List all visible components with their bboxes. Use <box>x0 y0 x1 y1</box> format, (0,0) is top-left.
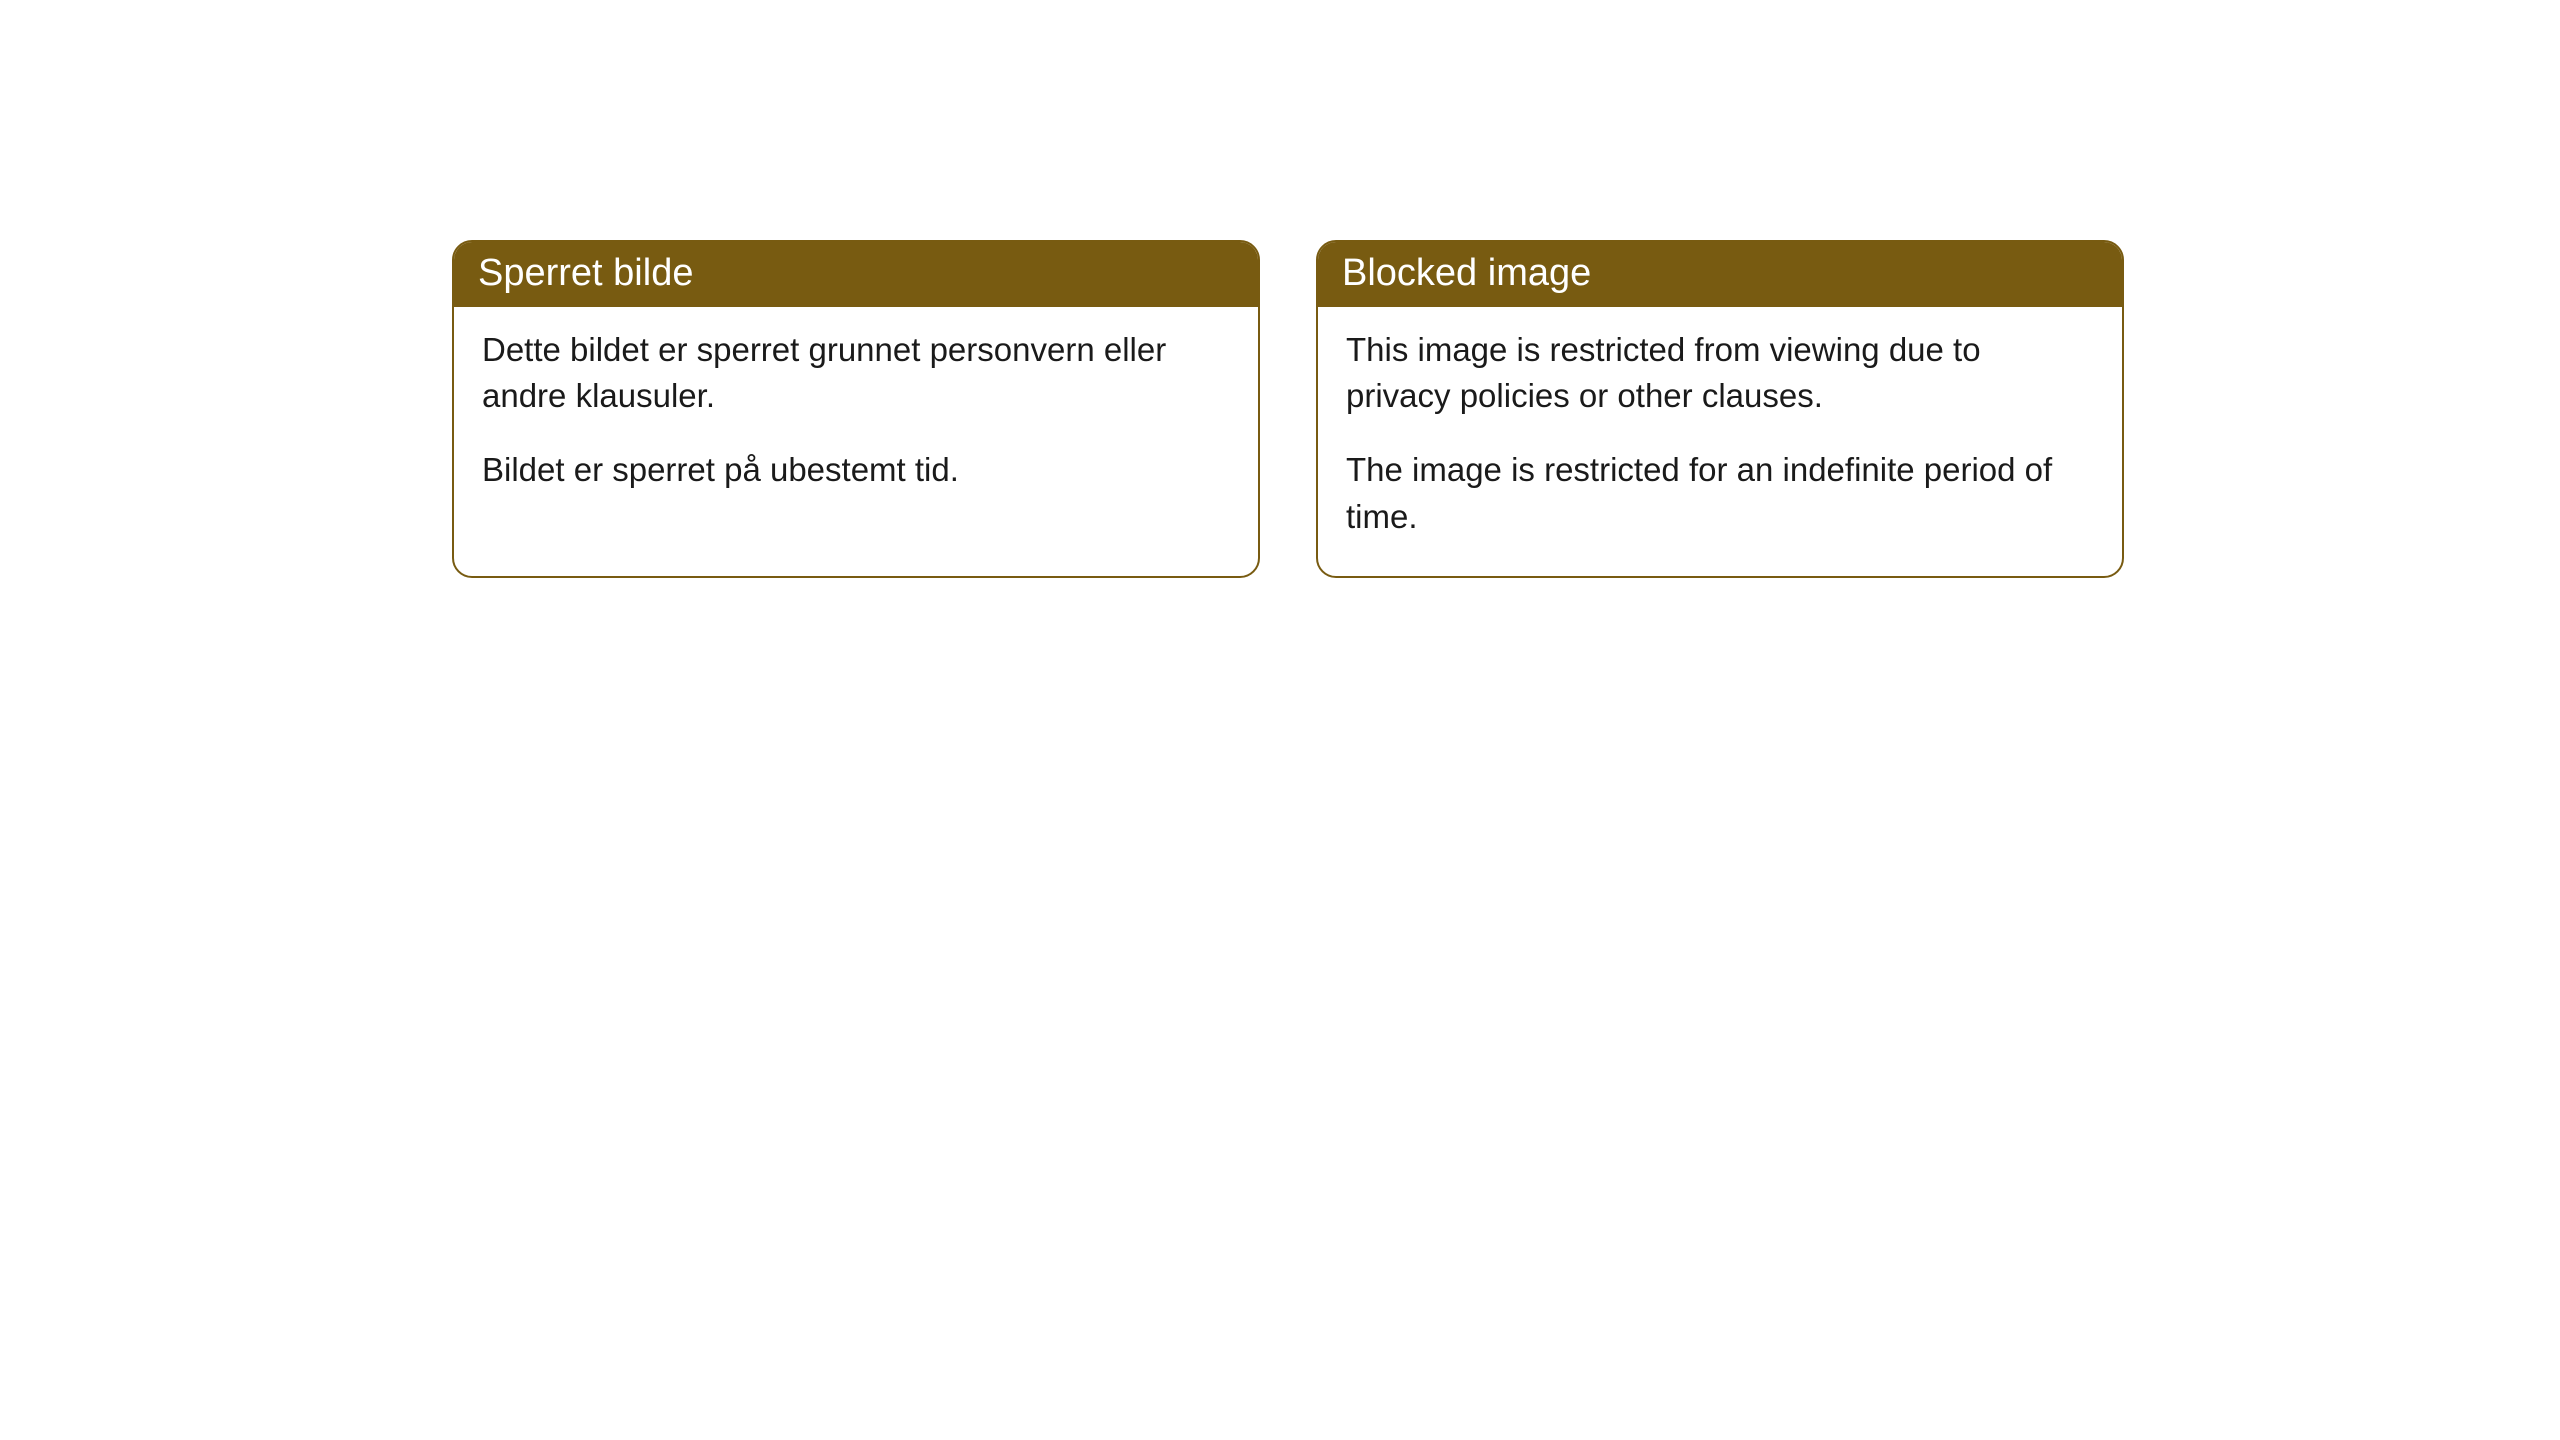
notice-header-norwegian: Sperret bilde <box>454 242 1258 307</box>
notice-paragraph-2-english: The image is restricted for an indefinit… <box>1346 447 2094 539</box>
notice-paragraph-1-norwegian: Dette bildet er sperret grunnet personve… <box>482 327 1230 419</box>
notice-body-norwegian: Dette bildet er sperret grunnet personve… <box>454 307 1258 530</box>
notice-header-english: Blocked image <box>1318 242 2122 307</box>
notice-card-english: Blocked image This image is restricted f… <box>1316 240 2124 578</box>
notice-paragraph-2-norwegian: Bildet er sperret på ubestemt tid. <box>482 447 1230 493</box>
notice-card-norwegian: Sperret bilde Dette bildet er sperret gr… <box>452 240 1260 578</box>
notice-container: Sperret bilde Dette bildet er sperret gr… <box>0 0 2560 578</box>
notice-body-english: This image is restricted from viewing du… <box>1318 307 2122 576</box>
notice-paragraph-1-english: This image is restricted from viewing du… <box>1346 327 2094 419</box>
